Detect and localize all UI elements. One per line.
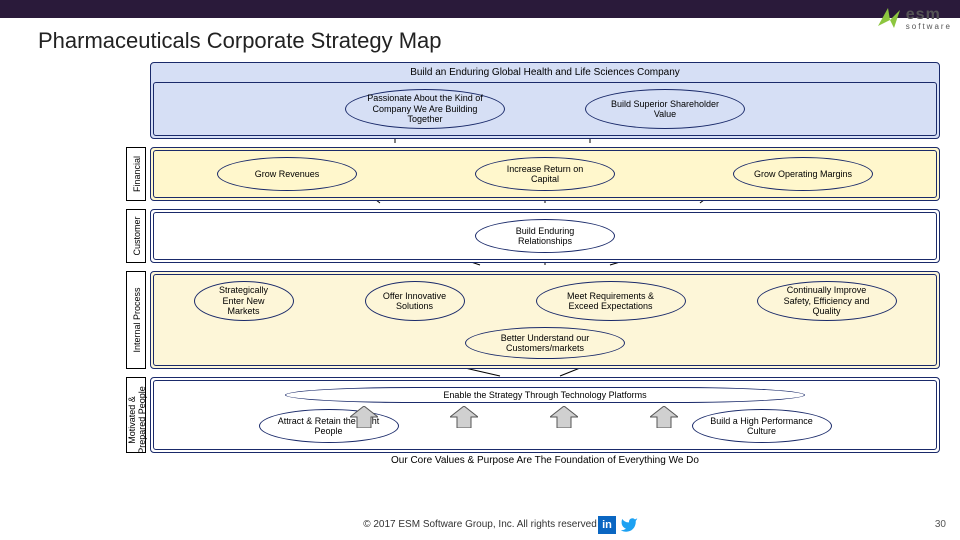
linkedin-icon[interactable]: in [598, 516, 616, 534]
objective-oval: Passionate About the Kind of Company We … [345, 89, 505, 129]
band-mission: Build an Enduring Global Health and Life… [150, 62, 940, 139]
block-arrow-up-icon [550, 406, 578, 428]
band-mission-inner: Passionate About the Kind of Company We … [153, 82, 937, 136]
objective-oval: Offer Innovative Solutions [365, 281, 465, 321]
logo-text-esm: esm [906, 8, 952, 22]
block-arrow-up-icon [650, 406, 678, 428]
band-customer: Build Enduring Relationships [150, 209, 940, 263]
page-number: 30 [935, 519, 946, 530]
row-label-financial: Financial [126, 147, 146, 201]
band-people-inner: Enable the Strategy Through Technology P… [153, 380, 937, 450]
band-financial-inner: Grow Revenues Increase Return on Capital G… [153, 150, 937, 198]
band-internal-inner: Strategically Enter New Markets Offer Inn… [153, 274, 937, 366]
mission-header: Build an Enduring Global Health and Life… [153, 65, 937, 82]
objective-oval: Continually Improve Safety, Efficiency a… [757, 281, 897, 321]
social-icons: in [598, 516, 638, 534]
twitter-icon[interactable] [620, 516, 638, 534]
objective-oval: Build Enduring Relationships [475, 219, 615, 253]
objective-oval: Strategically Enter New Markets [194, 281, 294, 321]
page-title: Pharmaceuticals Corporate Strategy Map [38, 28, 442, 54]
objective-oval: Grow Operating Margins [733, 157, 873, 191]
objective-oval: Grow Revenues [217, 157, 357, 191]
band-financial: Grow Revenues Increase Return on Capital G… [150, 147, 940, 201]
objective-oval: Build a High Performance Culture [692, 409, 832, 443]
topbar [0, 0, 960, 18]
logo-mark-icon [876, 6, 902, 32]
band-people: Enable the Strategy Through Technology P… [150, 377, 940, 453]
logo-text-soft: software [906, 23, 952, 30]
footer-credit: © 2017 ESM Software Group, Inc. All righ… [0, 519, 960, 530]
logo: esm software [876, 6, 952, 32]
objective-oval: Meet Requirements & Exceed Expectations [536, 281, 686, 321]
foundation-text: Our Core Values & Purpose Are The Founda… [150, 455, 940, 466]
row-label-people: Motivated &Prepared People [126, 377, 146, 453]
band-internal: Strategically Enter New Markets Offer Inn… [150, 271, 940, 369]
enabler-wide-oval: Enable the Strategy Through Technology P… [285, 387, 805, 403]
objective-oval: Better Understand our Customers/markets [465, 327, 625, 359]
band-customer-inner: Build Enduring Relationships [153, 212, 937, 260]
objective-oval: Build Superior Shareholder Value [585, 89, 745, 129]
row-label-customer: Customer [126, 209, 146, 263]
credit-text: © 2017 ESM Software Group, Inc. All righ… [363, 519, 597, 530]
row-label-internal: Internal Process [126, 271, 146, 369]
objective-oval: Increase Return on Capital [475, 157, 615, 191]
block-arrow-up-icon [350, 406, 378, 428]
strategy-map: Build an Enduring Global Health and Life… [150, 62, 940, 461]
block-arrow-up-icon [450, 406, 478, 428]
